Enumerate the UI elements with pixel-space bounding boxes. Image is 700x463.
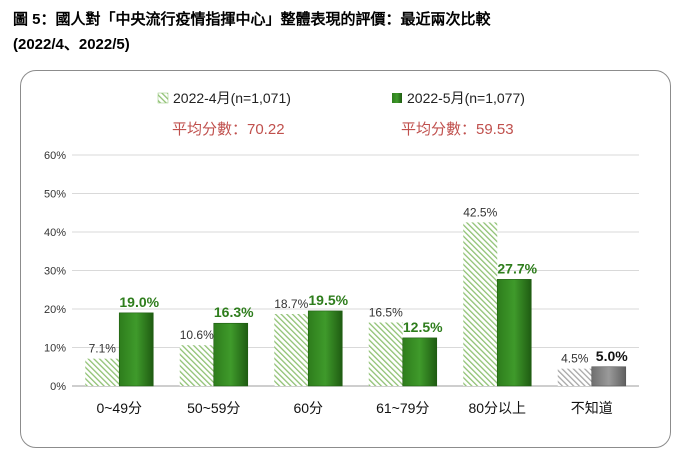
y-tick-label: 10% xyxy=(44,343,66,355)
bar-2022-05 xyxy=(496,279,532,387)
bar-2022-05 xyxy=(307,310,343,387)
data-label-2022-04: 18.7% xyxy=(274,297,308,311)
x-category-label: 不知道 xyxy=(571,400,613,416)
bar-2022-04 xyxy=(274,314,309,386)
x-category-label: 50~59分 xyxy=(187,400,240,416)
x-category-label: 0~49分 xyxy=(96,400,142,416)
bar-2022-05 xyxy=(213,322,249,387)
y-tick-label: 30% xyxy=(44,266,66,278)
legend-label-2022-04: 2022-4月(n=1,071) xyxy=(173,90,291,106)
bar-2022-05 xyxy=(402,337,438,387)
bar-2022-04 xyxy=(463,222,498,386)
legend-swatch-2022-04 xyxy=(157,92,169,104)
data-label-2022-04: 16.5% xyxy=(369,305,403,319)
bar-2022-04 xyxy=(557,368,592,386)
x-category-label: 60分 xyxy=(293,400,323,416)
data-label-2022-05: 27.7% xyxy=(497,260,537,276)
bar-2022-05 xyxy=(591,366,627,387)
y-tick-label: 0% xyxy=(50,381,66,393)
data-label-2022-05: 16.3% xyxy=(214,304,254,320)
data-label-2022-04: 10.6% xyxy=(180,328,214,342)
y-tick-label: 50% xyxy=(44,189,66,201)
x-category-label: 61~79分 xyxy=(376,400,429,416)
legend-swatch-2022-05 xyxy=(392,93,402,103)
bar-2022-04 xyxy=(85,358,120,386)
data-label-2022-05: 19.5% xyxy=(308,292,348,308)
x-category-label: 80分以上 xyxy=(468,400,526,416)
bar-2022-04 xyxy=(368,322,403,386)
data-label-2022-05: 12.5% xyxy=(403,319,443,335)
legend-label-2022-05: 2022-5月(n=1,077) xyxy=(407,90,525,106)
average-score-2022-05: 平均分數：59.53 xyxy=(401,121,514,138)
y-tick-label: 60% xyxy=(44,150,66,162)
y-tick-label: 20% xyxy=(44,304,66,316)
data-label-2022-04: 7.1% xyxy=(89,342,117,356)
bar-2022-05 xyxy=(118,312,154,387)
data-label-2022-05: 19.0% xyxy=(119,294,159,310)
data-label-2022-04: 42.5% xyxy=(463,205,497,219)
bar-2022-04 xyxy=(179,345,214,386)
chart-title: 圖 5：國人對「中央流行疫情指揮中心」整體表現的評價：最近兩次比較 xyxy=(13,11,491,28)
chart-subtitle: (2022/4、2022/5) xyxy=(13,36,130,53)
data-label-2022-04: 4.5% xyxy=(561,352,589,366)
data-label-2022-05: 5.0% xyxy=(596,348,628,364)
average-score-2022-04: 平均分數：70.22 xyxy=(172,121,285,138)
y-tick-label: 40% xyxy=(44,227,66,239)
